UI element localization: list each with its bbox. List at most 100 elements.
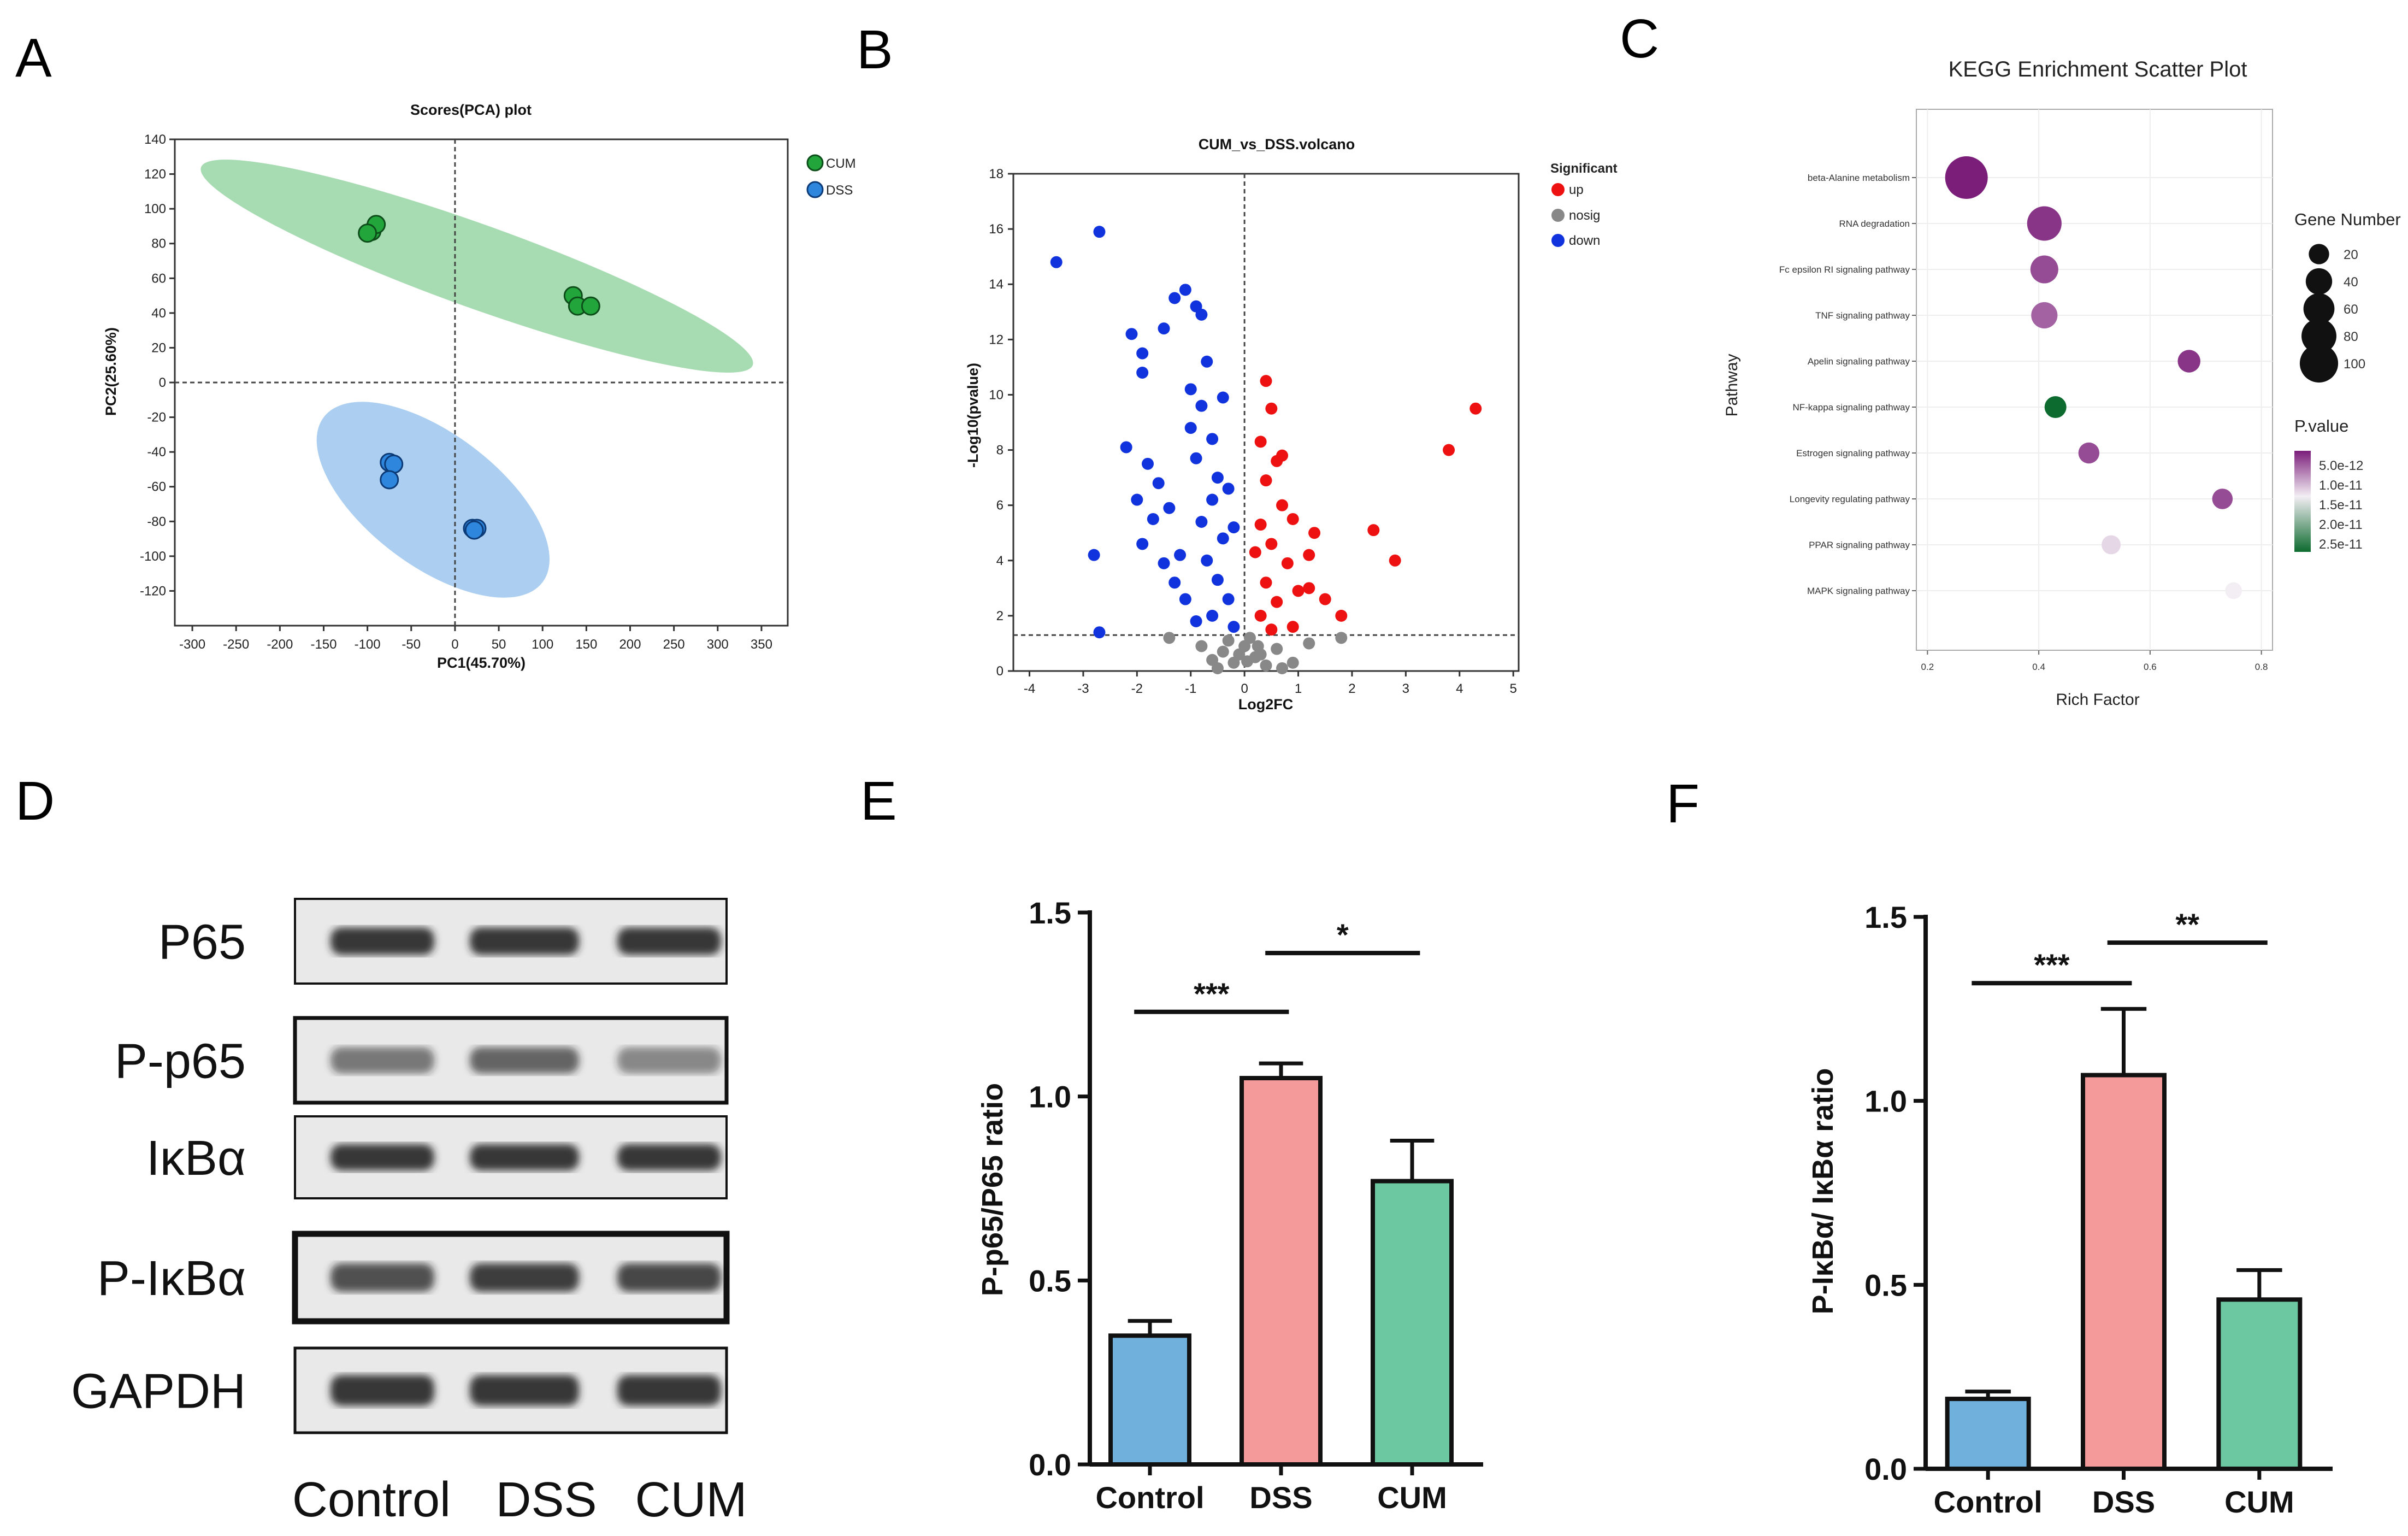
volcano-point-down	[1168, 576, 1181, 589]
volcano-point-down	[1217, 391, 1229, 404]
pca-ellipse-dss	[316, 402, 550, 598]
volcano-y-tick-label: 16	[989, 222, 1004, 237]
volcano-point-down	[1195, 308, 1208, 321]
volcano-point-nosig	[1252, 640, 1264, 652]
wb-band	[330, 1375, 434, 1406]
pca-plot: Scores(PCA) plot -300 -250 -200 -150 -100 -50…	[103, 102, 856, 671]
pca-point-dss	[464, 520, 484, 540]
volcano-point-up	[1260, 576, 1272, 589]
kegg-color-legend-label: 1.5e-11	[2319, 498, 2363, 513]
kegg-size-legend-label: 40	[2344, 275, 2358, 290]
kegg-x-label: Rich Factor	[2056, 691, 2139, 709]
pca-x-tick-label: 300	[707, 637, 729, 652]
bar-dss	[1240, 1076, 1323, 1467]
kegg-plot: KEGG Enrichment Scatter Plot beta-Alanin…	[1723, 57, 2401, 709]
pca-x-tick-label: 0	[451, 637, 458, 652]
volcano-point-up	[1443, 444, 1455, 456]
volcano-plot: CUM_vs_DSS.volcano -4 -3 -2 -1 0 1 2 3 4 5 024681…	[965, 136, 1618, 713]
wb-band	[330, 1263, 434, 1292]
kegg-color-legend-label: 5.0e-12	[2319, 458, 2363, 473]
kegg-dot	[2027, 206, 2062, 241]
kegg-dot	[2225, 582, 2242, 599]
volcano-point-down	[1184, 422, 1197, 434]
kegg-color-bar	[2294, 451, 2311, 552]
wb-band	[617, 927, 721, 955]
volcano-point-nosig	[1211, 662, 1224, 674]
kegg-y-label: Pathway	[1723, 354, 1741, 416]
pca-ellipse-cum	[200, 160, 753, 373]
bar-y-tick-label: 1.0	[1029, 1080, 1071, 1114]
volcano-point-up	[1249, 546, 1261, 558]
volcano-point-down	[1125, 328, 1138, 340]
volcano-point-down	[1211, 574, 1224, 586]
volcano-point-down	[1195, 516, 1208, 528]
kegg-dot	[2030, 255, 2058, 284]
volcano-y-tick-label: 10	[989, 387, 1004, 402]
kegg-x-tick-label: 0.8	[2255, 662, 2268, 672]
wb-band	[470, 1375, 579, 1406]
kegg-x-tick-label: 0.6	[2144, 662, 2157, 672]
panel-letter-a: A	[15, 27, 52, 89]
volcano-x-label: Log2FC	[1238, 696, 1294, 713]
volcano-point-down	[1222, 593, 1235, 605]
western-blot: P65 P-p65 IκBα P-IκBα GAPDH Control DSS CUM	[71, 898, 747, 1527]
wb-band	[617, 1144, 721, 1170]
volcano-y-tick-label: 12	[989, 332, 1004, 347]
volcano-x-tick-label: 2	[1348, 681, 1355, 696]
pca-title: Scores(PCA) plot	[410, 102, 532, 118]
volcano-y-tick-label: 4	[996, 554, 1004, 568]
volcano-point-down	[1168, 292, 1181, 304]
pca-x-tick-label: -250	[223, 637, 249, 652]
volcano-point-up	[1276, 449, 1289, 462]
significance-label: *	[1337, 917, 1349, 952]
volcano-x-tick-label: 3	[1402, 681, 1409, 696]
panel-letter-c: C	[1620, 8, 1659, 69]
volcano-point-nosig	[1271, 643, 1283, 655]
wb-band	[470, 927, 579, 955]
kegg-color-legend-label: 1.0e-11	[2319, 478, 2363, 493]
wb-lane-label: CUM	[635, 1473, 747, 1527]
volcano-legend-down: down	[1569, 233, 1600, 248]
bar-y-tick-label: 0.5	[1864, 1268, 1907, 1302]
volcano-point-down	[1142, 457, 1154, 470]
volcano-point-down	[1050, 256, 1063, 268]
pca-legend-cum: CUM	[826, 156, 856, 171]
pca-x-tick-label: -200	[267, 637, 293, 652]
pca-y-tick-label: 60	[151, 271, 166, 286]
kegg-dot	[2044, 396, 2067, 419]
pca-legend-cum-marker	[806, 154, 824, 172]
volcano-point-down	[1147, 513, 1159, 525]
volcano-point-nosig	[1241, 655, 1254, 668]
wb-band	[617, 1263, 721, 1292]
pca-x-tick-label: -300	[179, 637, 205, 652]
kegg-pathway-label: TNF signaling pathway	[1815, 310, 1910, 321]
volcano-legend-nosig-marker	[1551, 209, 1565, 222]
bar-y-tick-label: 1.5	[1864, 900, 1907, 934]
volcano-point-up	[1265, 538, 1278, 550]
volcano-x-tick-label: 0	[1241, 681, 1248, 696]
volcano-point-up	[1254, 609, 1267, 622]
kegg-pathway-label: beta-Alanine metabolism	[1808, 173, 1910, 183]
volcano-title: CUM_vs_DSS.volcano	[1199, 136, 1355, 152]
volcano-point-down	[1088, 549, 1100, 561]
volcano-point-down	[1163, 502, 1176, 514]
volcano-point-down	[1206, 493, 1219, 506]
wb-row-label: P-p65	[115, 1034, 246, 1089]
pca-y-tick-label: 40	[151, 306, 166, 321]
volcano-point-nosig	[1233, 648, 1246, 661]
volcano-point-up	[1254, 436, 1267, 448]
volcano-point-up	[1254, 519, 1267, 531]
significance-label: ***	[2034, 948, 2070, 982]
wb-band	[617, 1047, 721, 1074]
panel-letter-f: F	[1666, 773, 1699, 834]
volcano-legend-down-marker	[1551, 234, 1565, 247]
wb-lane-label: Control	[292, 1473, 451, 1527]
volcano-point-up	[1308, 527, 1321, 539]
volcano-point-up	[1260, 474, 1272, 487]
pca-point-cum	[358, 223, 377, 243]
wb-band	[330, 927, 434, 955]
volcano-point-up	[1260, 375, 1272, 387]
panel-letter-e: E	[860, 770, 897, 832]
kegg-size-legend-dot	[2303, 293, 2335, 325]
